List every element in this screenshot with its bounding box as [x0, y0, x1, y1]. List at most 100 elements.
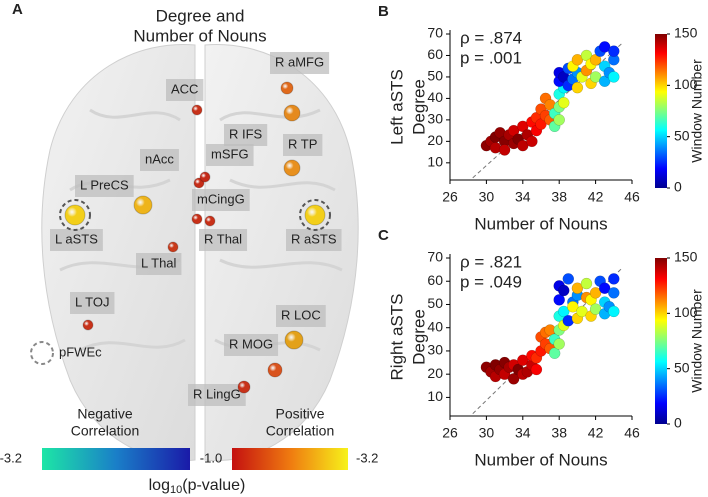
region-label: R LOC [281, 307, 321, 322]
region-label: R LingG [193, 386, 241, 401]
negative-colorbar [42, 448, 190, 470]
title-line: Degree and [156, 6, 245, 25]
y-tick-label: 70 [427, 25, 443, 41]
region: ACC [166, 79, 204, 101]
data-point [580, 277, 593, 290]
colorbar [655, 34, 667, 188]
pfwe-legend-symbol [30, 341, 54, 365]
label-part: log [149, 477, 170, 494]
data-point [562, 273, 575, 285]
region-sphere [191, 104, 203, 116]
colorbar-tick-label: 0 [674, 415, 682, 431]
fit-line [472, 42, 624, 179]
region-label: nAcc [145, 151, 174, 166]
x-axis-label: Number of Nouns [474, 214, 607, 233]
region-sphere [284, 330, 304, 350]
region-label: L aSTS [55, 231, 98, 246]
data-point [589, 71, 602, 83]
region: R IFS [224, 124, 268, 146]
y-axis-label: Right aSTS [387, 294, 406, 381]
region: R aSTS [286, 229, 342, 251]
data-point [589, 287, 602, 299]
y-tick-label: 30 [427, 342, 443, 358]
region-label: R Thal [204, 231, 242, 246]
data-point [517, 354, 529, 366]
region: R Thal [199, 229, 248, 251]
data-point [558, 96, 570, 109]
region-label-box [192, 189, 250, 211]
region: nAcc [140, 149, 179, 171]
data-point [608, 287, 620, 299]
x-tick-label: 42 [588, 189, 604, 205]
data-point [553, 114, 565, 126]
data-point [530, 363, 543, 376]
data-point [598, 282, 611, 294]
y-tick-label: 60 [427, 46, 443, 62]
annotation: ρ = .821 [460, 252, 522, 271]
annotation: ρ = .874 [460, 28, 522, 47]
region-sphere [191, 213, 203, 225]
data-point [571, 81, 584, 94]
region-label: R MOG [229, 336, 273, 351]
panel-label: C [378, 227, 389, 244]
data-point [567, 301, 579, 313]
region-label-box [283, 134, 323, 156]
region-sphere [280, 81, 294, 95]
region-label: R aMFG [275, 54, 324, 69]
region: R LOC [276, 305, 326, 327]
colorbar-tick-label: 150 [674, 249, 698, 265]
region-sphere [167, 241, 179, 253]
label-part: (p-value) [182, 477, 245, 494]
data-point [553, 294, 565, 306]
data-point [517, 139, 529, 152]
data-point [608, 305, 620, 318]
x-tick-label: 26 [442, 425, 458, 441]
region-label-box [286, 229, 342, 251]
data-point [608, 71, 620, 83]
colorbar-label: Window Number [689, 59, 705, 163]
x-tick-label: 30 [479, 425, 495, 441]
colorbar-caption: Correlation [71, 423, 139, 439]
data-point [571, 54, 584, 66]
data-point [548, 347, 561, 360]
label-subscript: 10 [170, 484, 182, 496]
y-tick-label: 30 [427, 111, 443, 127]
colorbar-label: Window Number [689, 289, 705, 393]
region-sphere [64, 204, 86, 226]
y-tick-label: 20 [427, 365, 443, 381]
y-tick-label: 40 [427, 89, 443, 105]
y-tick-label: 10 [427, 154, 443, 170]
pfwe-marker [59, 199, 91, 231]
pfwe-marker [299, 199, 331, 231]
region-label: L TOJ [75, 294, 109, 309]
region-label-box [199, 229, 248, 251]
x-tick-label: 30 [479, 189, 495, 205]
x-tick-label: 26 [442, 189, 458, 205]
y-tick-label: 20 [427, 132, 443, 148]
data-point [526, 135, 538, 148]
data-point [608, 273, 620, 285]
positive-colorbar [232, 448, 348, 470]
y-tick-label: 50 [427, 68, 443, 84]
region-label-box [166, 79, 204, 101]
colorbar-label: log10(p-value) [149, 477, 246, 496]
y-tick-label: 40 [427, 318, 443, 334]
region-label-box [270, 52, 330, 74]
colorbar-tick-label: 150 [674, 25, 698, 41]
region-label-box [206, 144, 254, 166]
annotation: p = .001 [460, 48, 522, 67]
region-sphere [304, 204, 326, 226]
colorbar-tick-label: -3.2 [0, 450, 22, 465]
colorbar-tick-label: 0 [674, 179, 682, 195]
region-label-box [75, 175, 134, 197]
region-label: mSFG [211, 146, 249, 161]
region-label-box [50, 229, 103, 251]
colorbar-tick-label: 50 [674, 359, 690, 375]
data-point [598, 41, 611, 53]
region-sphere [237, 380, 251, 394]
pfwe-legend-label: pFWEc [59, 344, 102, 359]
data-point [553, 338, 565, 350]
colorbar-tick-label: -3.2 [356, 450, 378, 465]
title-line: Number of Nouns [133, 26, 266, 45]
region-label-box [140, 149, 179, 171]
